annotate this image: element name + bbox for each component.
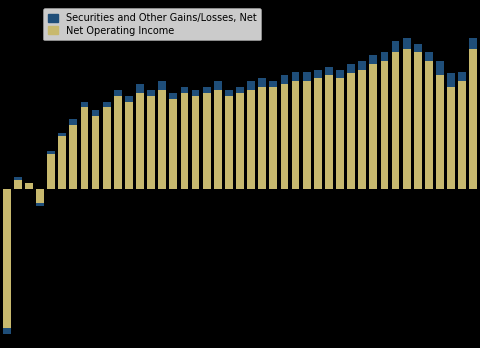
Bar — [70, 125, 77, 189]
Bar — [258, 87, 266, 189]
Bar — [269, 81, 277, 87]
Bar — [381, 61, 388, 189]
Bar — [70, 119, 77, 125]
Bar — [347, 72, 355, 189]
Bar — [258, 78, 266, 87]
Bar — [436, 76, 444, 189]
Bar — [325, 76, 333, 189]
Bar — [381, 52, 388, 61]
Bar — [125, 96, 133, 102]
Bar — [236, 87, 244, 93]
Bar — [81, 102, 88, 107]
Bar — [359, 70, 366, 189]
Bar — [136, 84, 144, 93]
Bar — [180, 93, 188, 189]
Bar — [436, 61, 444, 76]
Bar — [403, 38, 410, 49]
Bar — [25, 183, 33, 189]
Bar — [392, 41, 399, 52]
Bar — [447, 87, 455, 189]
Bar — [458, 81, 466, 189]
Bar — [125, 102, 133, 189]
Bar — [414, 52, 421, 189]
Bar — [192, 90, 200, 96]
Bar — [36, 189, 44, 203]
Bar — [92, 110, 99, 116]
Bar — [425, 61, 433, 189]
Bar — [303, 81, 311, 189]
Bar — [203, 87, 211, 93]
Bar — [280, 84, 288, 189]
Bar — [458, 72, 466, 81]
Bar — [370, 55, 377, 64]
Bar — [214, 81, 222, 90]
Bar — [14, 177, 22, 180]
Bar — [359, 61, 366, 70]
Bar — [192, 96, 200, 189]
Bar — [3, 189, 11, 328]
Bar — [447, 72, 455, 87]
Bar — [147, 90, 155, 96]
Bar — [392, 52, 399, 189]
Bar — [325, 67, 333, 76]
Bar — [81, 107, 88, 189]
Bar — [292, 72, 300, 81]
Bar — [14, 180, 22, 189]
Bar — [3, 328, 11, 333]
Bar — [92, 116, 99, 189]
Bar — [147, 96, 155, 189]
Bar — [247, 81, 255, 90]
Bar — [169, 98, 177, 189]
Bar — [136, 93, 144, 189]
Bar — [158, 90, 166, 189]
Bar — [336, 78, 344, 189]
Bar — [236, 93, 244, 189]
Bar — [314, 70, 322, 78]
Bar — [280, 76, 288, 84]
Bar — [180, 87, 188, 93]
Bar — [425, 52, 433, 61]
Bar — [225, 90, 233, 96]
Bar — [347, 64, 355, 72]
Bar — [269, 87, 277, 189]
Bar — [469, 38, 477, 49]
Bar — [314, 78, 322, 189]
Bar — [169, 93, 177, 98]
Bar — [292, 81, 300, 189]
Bar — [303, 72, 311, 81]
Bar — [225, 96, 233, 189]
Bar — [370, 64, 377, 189]
Bar — [59, 136, 66, 189]
Bar — [47, 154, 55, 189]
Bar — [414, 44, 421, 52]
Bar — [36, 203, 44, 206]
Bar — [47, 151, 55, 154]
Bar — [114, 96, 121, 189]
Bar — [336, 70, 344, 78]
Bar — [59, 133, 66, 136]
Bar — [114, 90, 121, 96]
Bar — [247, 90, 255, 189]
Bar — [103, 102, 110, 107]
Legend: Securities and Other Gains/Losses, Net, Net Operating Income: Securities and Other Gains/Losses, Net, … — [43, 8, 261, 40]
Bar — [403, 49, 410, 189]
Bar — [469, 49, 477, 189]
Bar — [203, 93, 211, 189]
Bar — [214, 90, 222, 189]
Bar — [103, 107, 110, 189]
Bar — [158, 81, 166, 90]
